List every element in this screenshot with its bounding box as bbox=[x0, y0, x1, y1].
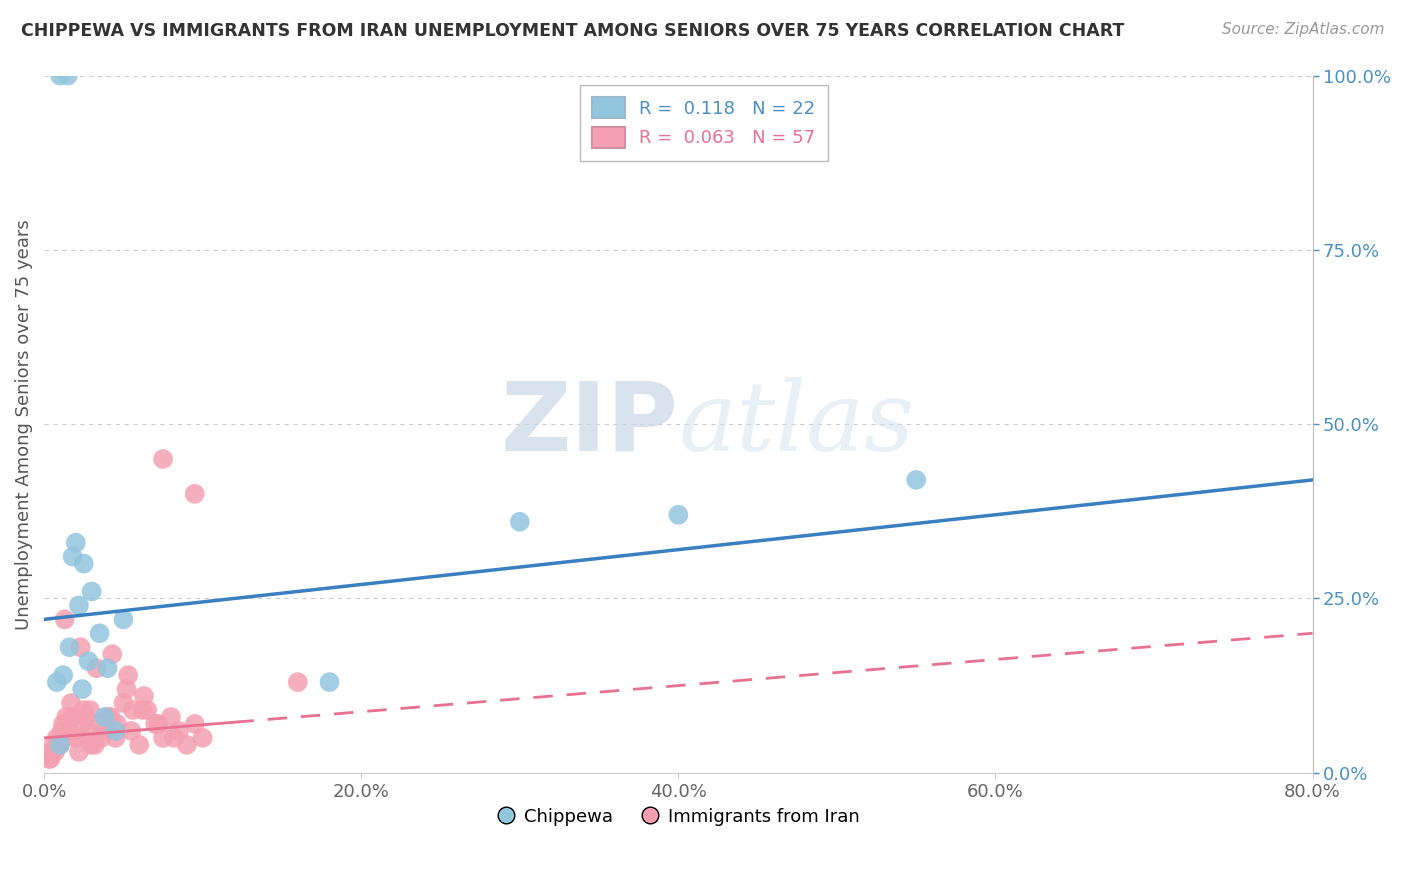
Text: ZIP: ZIP bbox=[501, 377, 678, 471]
Point bbox=[131, 703, 153, 717]
Point bbox=[318, 675, 340, 690]
Point bbox=[89, 717, 111, 731]
Point bbox=[77, 723, 100, 738]
Point bbox=[83, 738, 105, 752]
Point bbox=[41, 745, 63, 759]
Point bbox=[152, 452, 174, 467]
Point bbox=[96, 661, 118, 675]
Point bbox=[122, 703, 145, 717]
Point bbox=[100, 710, 122, 724]
Point bbox=[509, 515, 531, 529]
Point bbox=[52, 668, 75, 682]
Point bbox=[73, 703, 96, 717]
Point bbox=[70, 682, 93, 697]
Legend: Chippewa, Immigrants from Iran: Chippewa, Immigrants from Iran bbox=[491, 801, 866, 833]
Point bbox=[65, 731, 87, 745]
Text: Source: ZipAtlas.com: Source: ZipAtlas.com bbox=[1222, 22, 1385, 37]
Point bbox=[62, 549, 84, 564]
Text: atlas: atlas bbox=[678, 377, 914, 471]
Point bbox=[112, 612, 135, 626]
Point bbox=[132, 689, 155, 703]
Point bbox=[128, 738, 150, 752]
Point bbox=[67, 599, 90, 613]
Point bbox=[115, 682, 138, 697]
Point bbox=[70, 717, 93, 731]
Point bbox=[93, 723, 115, 738]
Point bbox=[143, 717, 166, 731]
Point bbox=[55, 710, 77, 724]
Point bbox=[167, 723, 190, 738]
Point bbox=[905, 473, 928, 487]
Point bbox=[160, 710, 183, 724]
Point bbox=[148, 717, 170, 731]
Point bbox=[69, 640, 91, 655]
Point bbox=[105, 717, 128, 731]
Point bbox=[45, 675, 67, 690]
Point bbox=[184, 717, 207, 731]
Point bbox=[163, 731, 186, 745]
Point bbox=[80, 584, 103, 599]
Point bbox=[136, 703, 159, 717]
Point bbox=[60, 696, 83, 710]
Point bbox=[117, 668, 139, 682]
Point bbox=[104, 723, 127, 738]
Text: CHIPPEWA VS IMMIGRANTS FROM IRAN UNEMPLOYMENT AMONG SENIORS OVER 75 YEARS CORREL: CHIPPEWA VS IMMIGRANTS FROM IRAN UNEMPLO… bbox=[21, 22, 1125, 40]
Point bbox=[75, 710, 97, 724]
Point bbox=[42, 738, 65, 752]
Point bbox=[152, 731, 174, 745]
Point bbox=[89, 626, 111, 640]
Point bbox=[80, 738, 103, 752]
Point bbox=[86, 661, 108, 675]
Point bbox=[184, 487, 207, 501]
Point bbox=[65, 535, 87, 549]
Point bbox=[38, 752, 60, 766]
Point bbox=[666, 508, 689, 522]
Point bbox=[49, 738, 72, 752]
Point bbox=[77, 654, 100, 668]
Y-axis label: Unemployment Among Seniors over 75 years: Unemployment Among Seniors over 75 years bbox=[15, 219, 32, 630]
Point bbox=[51, 723, 73, 738]
Point bbox=[73, 557, 96, 571]
Point bbox=[48, 738, 70, 752]
Point bbox=[56, 723, 79, 738]
Point bbox=[58, 640, 80, 655]
Point bbox=[90, 731, 112, 745]
Point bbox=[96, 710, 118, 724]
Point bbox=[49, 69, 72, 83]
Point bbox=[101, 647, 124, 661]
Point bbox=[52, 717, 75, 731]
Point bbox=[39, 752, 62, 766]
Point bbox=[79, 703, 101, 717]
Point bbox=[191, 731, 214, 745]
Point bbox=[287, 675, 309, 690]
Point bbox=[112, 696, 135, 710]
Point bbox=[44, 745, 66, 759]
Point bbox=[120, 723, 142, 738]
Point bbox=[45, 731, 67, 745]
Point bbox=[176, 738, 198, 752]
Point bbox=[66, 731, 89, 745]
Point bbox=[67, 745, 90, 759]
Point bbox=[104, 731, 127, 745]
Point bbox=[58, 723, 80, 738]
Point bbox=[53, 612, 76, 626]
Point bbox=[62, 710, 84, 724]
Point bbox=[49, 738, 72, 752]
Point bbox=[93, 710, 115, 724]
Point bbox=[56, 69, 79, 83]
